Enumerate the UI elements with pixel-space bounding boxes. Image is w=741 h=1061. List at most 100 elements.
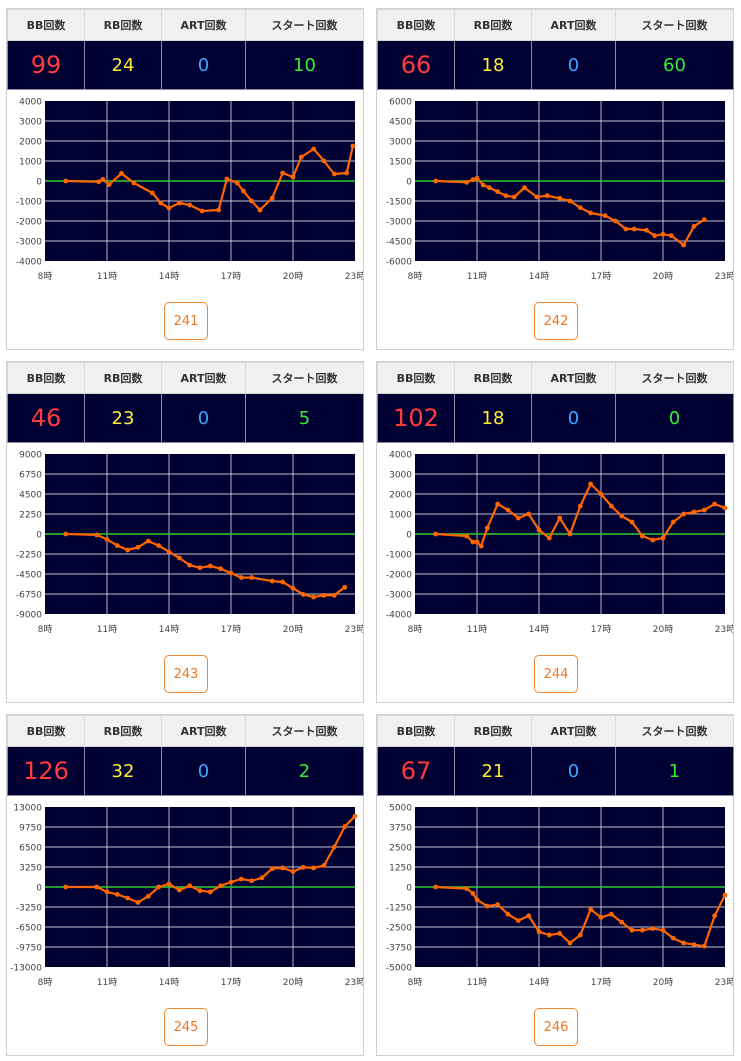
x-tick-label: 23時 [715,624,733,635]
y-tick-label: 3000 [19,118,42,128]
y-tick-label: -3000 [386,218,412,228]
y-tick-label: -2500 [386,924,412,934]
y-tick-label: -2000 [386,571,412,581]
data-point [63,531,69,537]
data-point [480,182,486,188]
start-count: 1 [615,746,734,796]
data-point [166,205,172,211]
data-point [331,592,337,598]
x-tick-label: 11時 [467,271,487,282]
start-header: スタート回数 [615,9,734,41]
data-point [300,864,306,870]
bb-header: BB回数 [7,715,85,747]
bb-header: BB回数 [377,9,455,41]
data-point [156,884,162,890]
x-tick-label: 17時 [221,977,241,988]
data-point [311,146,317,152]
data-point [131,180,137,186]
data-point [125,547,131,553]
data-point [522,185,527,191]
data-point [660,535,666,541]
y-tick-label: 4500 [19,491,42,501]
data-point [119,171,124,176]
data-point [588,481,594,487]
slump-graph: 4000 3000 2000 1000 0 -1000 -2000 -3000 -4000 8時 1… [16,98,363,283]
data-point [331,844,337,850]
data-point [311,594,317,600]
machine-number-button[interactable]: 245 [164,1008,208,1046]
data-point [660,927,666,933]
data-point [464,886,470,891]
machine-number-button[interactable]: 242 [534,302,578,340]
y-tick-label: -3000 [386,591,412,601]
data-point [484,525,490,531]
data-point [218,566,224,572]
machine-number-button[interactable]: 246 [534,1008,578,1046]
x-tick-label: 20時 [283,271,303,282]
data-point [546,535,552,541]
y-tick-label: 9750 [19,824,42,834]
machine-number-button[interactable]: 244 [534,655,578,693]
data-point [631,226,637,232]
data-point [670,519,676,525]
rb-count: 32 [84,746,162,796]
bb-count: 102 [377,393,455,443]
data-point [511,194,517,200]
y-tick-label: -1000 [16,198,42,208]
data-point [311,865,317,871]
data-point [660,231,666,237]
data-point [257,207,263,213]
data-point [342,584,348,590]
x-tick-label: 11時 [467,624,487,635]
x-tick-label: 20時 [283,624,303,635]
data-point [125,895,131,901]
data-point [567,940,573,946]
data-point [269,866,275,871]
data-point [474,539,480,545]
machine-card-242: BB回数 RB回数 ART回数 スタート回数 66 18 0 60 6000 45… [376,8,734,350]
y-tick-label: -3250 [16,904,42,914]
data-point [701,217,707,223]
data-point [176,555,182,561]
data-point [104,536,110,542]
data-point [241,188,246,194]
start-count: 10 [245,40,364,90]
data-point [602,213,608,219]
data-point [228,879,234,885]
x-tick-label: 8時 [408,977,423,988]
data-point [534,194,540,200]
x-tick-label: 17時 [591,977,611,988]
start-count: 5 [245,393,364,443]
data-point [298,154,304,160]
machine-number-button[interactable]: 243 [164,655,208,693]
data-point [691,509,697,515]
data-point [63,178,69,184]
x-tick-label: 23時 [345,624,363,635]
y-tick-label: 4000 [19,98,42,108]
data-point [249,198,255,204]
data-point [166,881,172,887]
bb-count: 99 [7,40,85,90]
machine-number-button[interactable]: 241 [164,302,208,340]
x-tick-label: 14時 [529,271,549,282]
data-point [644,227,649,233]
data-point [598,491,604,497]
y-tick-label: 2250 [19,511,42,521]
data-point [536,527,542,533]
data-point [344,170,350,176]
y-tick-label: 2500 [389,844,412,854]
y-tick-label: -4000 [16,258,42,268]
bb-header: BB回数 [377,362,455,394]
y-tick-label: -4500 [16,571,42,581]
x-tick-label: 8時 [38,271,53,282]
y-tick-label: 0 [406,178,412,188]
stats-table: BB回数 RB回数 ART回数 スタート回数 126 32 0 2 [7,715,364,796]
rb-header: RB回数 [84,362,162,394]
data-point [613,218,618,224]
data-point [187,883,193,889]
y-tick-label: 2000 [389,491,412,501]
data-point [228,570,234,576]
art-header: ART回数 [531,715,616,747]
x-tick-label: 17時 [591,624,611,635]
x-tick-label: 8時 [408,271,423,282]
